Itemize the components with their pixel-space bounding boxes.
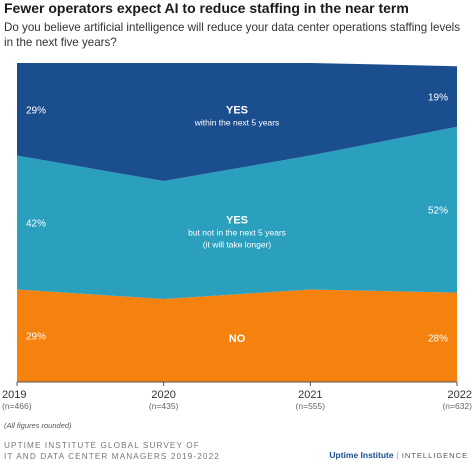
source-line-1: UPTIME INSTITUTE GLOBAL SURVEY OF [4,441,200,450]
series-sublabel-yes-but-not-in-the-next-5-years-0: but not in the next 5 years [188,227,286,237]
brand-separator: | [396,450,399,460]
x-tick-label-2021: 2021 [298,389,322,401]
edge-label-right-2: 19% [428,92,448,103]
series-sublabel-yes-within-the-next-5-years-0: within the next 5 years [194,118,280,128]
x-tick-sublabel-2022: (n=632) [442,401,472,411]
x-tick-sublabel-2020: (n=435) [149,401,179,411]
chart-title: Fewer operators expect AI to reduce staf… [4,0,409,16]
edge-label-left-2: 29% [26,105,46,116]
series-sublabel-yes-but-not-in-the-next-5-years-1: (it will take longer) [203,239,272,249]
x-tick-label-2022: 2022 [448,389,472,401]
x-tick-sublabel-2019: (n=466) [2,401,32,411]
edge-label-right-0: 28% [428,333,448,344]
brand-name: Uptime Institute [329,450,394,460]
series-label-yes-but-not-in-the-next-5-years: YES [226,214,248,226]
series-label-no: NO [229,333,246,345]
area-no [17,289,457,382]
brand-logo: Uptime Institute | INTELLIGENCE [329,450,468,460]
source-line-2: IT AND DATA CENTER MANAGERS 2019-2022 [4,452,220,461]
x-tick-label-2020: 2020 [151,389,175,401]
x-tick-sublabel-2021: (n=555) [296,401,326,411]
edge-label-left-1: 42% [26,219,46,230]
series-label-yes-within-the-next-5-years: YES [226,105,248,117]
area-yes-within-the-next-5-years [17,63,457,182]
area-yes-but-not-in-the-next-5-years [17,126,457,300]
edge-label-right-1: 52% [428,206,448,217]
chart-subtitle: Do you believe artificial intelligence w… [4,21,461,49]
rounding-note: (All figures rounded) [4,421,72,430]
edge-label-left-0: 29% [26,332,46,343]
source-credit: UPTIME INSTITUTE GLOBAL SURVEY OF IT AND… [4,440,220,462]
x-tick-label-2019: 2019 [2,389,26,401]
brand-division: INTELLIGENCE [401,451,468,460]
